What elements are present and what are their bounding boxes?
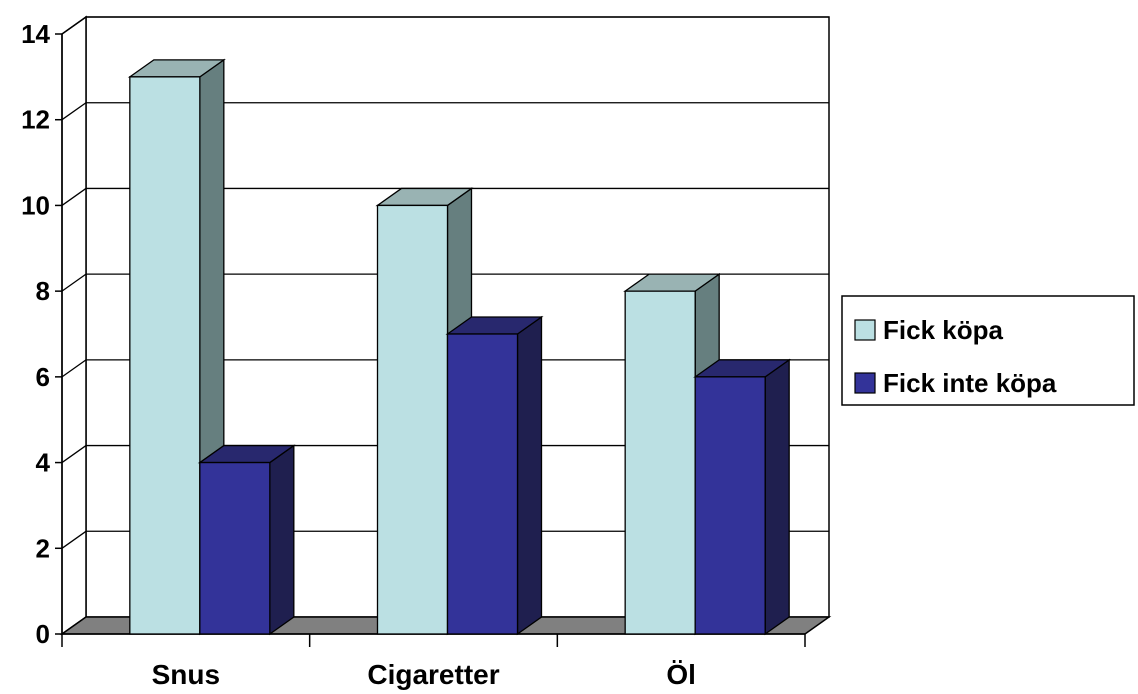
y-tick-label: 6 — [36, 362, 50, 392]
gridline — [61, 187, 829, 206]
gridline — [61, 359, 829, 378]
bar — [693, 358, 792, 636]
y-tick-label: 14 — [21, 19, 50, 49]
bar-front — [446, 333, 519, 635]
bar — [197, 444, 296, 636]
x-category-label: Öl — [666, 659, 696, 690]
legend-swatch-fick-kopa — [854, 319, 876, 341]
bars — [127, 58, 792, 636]
bar-front — [376, 204, 449, 635]
legend-label-fick-kopa: Fick köpa — [883, 315, 1003, 345]
bar-side — [516, 315, 543, 636]
bar — [445, 315, 544, 636]
y-tick-label: 8 — [36, 276, 50, 306]
legend-swatch-fick-inte-kopa — [854, 372, 876, 394]
legend-label-fick-inte-kopa: Fick inte köpa — [883, 368, 1057, 398]
y-tick-label: 10 — [21, 190, 50, 220]
bar-side — [269, 444, 295, 636]
gridline — [61, 444, 829, 464]
gridline — [61, 102, 829, 121]
x-category-label: Cigaretter — [367, 659, 499, 690]
x-category-label: Snus — [152, 659, 220, 690]
gridlines — [61, 16, 829, 549]
legend: Fick köpa Fick inte köpa — [841, 295, 1135, 406]
y-axis: 0 2 4 6 8 10 12 14 — [21, 19, 63, 649]
bar-front — [199, 461, 271, 635]
bar-front — [129, 76, 201, 635]
y-tick-label: 2 — [36, 533, 50, 563]
side-wall — [61, 15, 87, 636]
gridline — [61, 16, 829, 35]
y-tick-label: 12 — [21, 105, 50, 135]
gridline — [61, 530, 829, 549]
legend-box — [841, 295, 1135, 406]
bar-front — [624, 290, 696, 635]
y-tick-label: 4 — [36, 448, 51, 478]
y-tick-label: 0 — [36, 619, 50, 649]
gridline — [61, 273, 829, 292]
bar-side — [764, 358, 790, 636]
bar-front — [694, 376, 766, 635]
x-axis: Snus Cigaretter Öl — [61, 633, 806, 690]
